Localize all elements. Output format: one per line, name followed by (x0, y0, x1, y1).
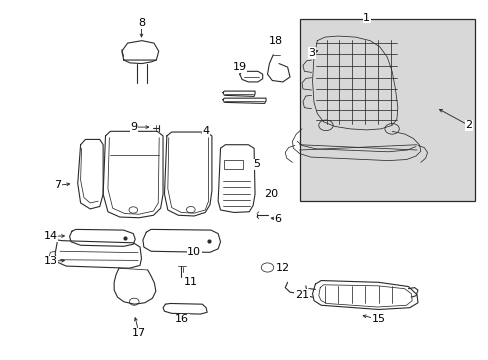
Text: 21: 21 (294, 290, 308, 300)
Text: 8: 8 (138, 18, 145, 28)
Bar (224, 159, 242, 170)
Text: 11: 11 (183, 277, 198, 287)
Text: 14: 14 (43, 231, 58, 242)
Text: 20: 20 (263, 189, 277, 199)
Text: 6: 6 (274, 214, 281, 224)
Text: 10: 10 (187, 247, 201, 257)
Text: 1: 1 (363, 13, 369, 23)
Text: 12: 12 (275, 263, 289, 273)
Text: 18: 18 (268, 36, 282, 46)
Text: 7: 7 (54, 180, 61, 190)
Text: 17: 17 (132, 328, 146, 338)
Text: 4: 4 (202, 126, 209, 136)
Text: 15: 15 (371, 314, 385, 324)
Text: 5: 5 (252, 159, 260, 169)
Text: 3: 3 (307, 48, 314, 58)
Text: 16: 16 (175, 314, 189, 324)
Text: 19: 19 (232, 62, 246, 72)
Bar (299, 19, 473, 201)
Text: 13: 13 (43, 256, 57, 266)
Text: 9: 9 (130, 122, 138, 132)
Text: 2: 2 (464, 120, 471, 130)
